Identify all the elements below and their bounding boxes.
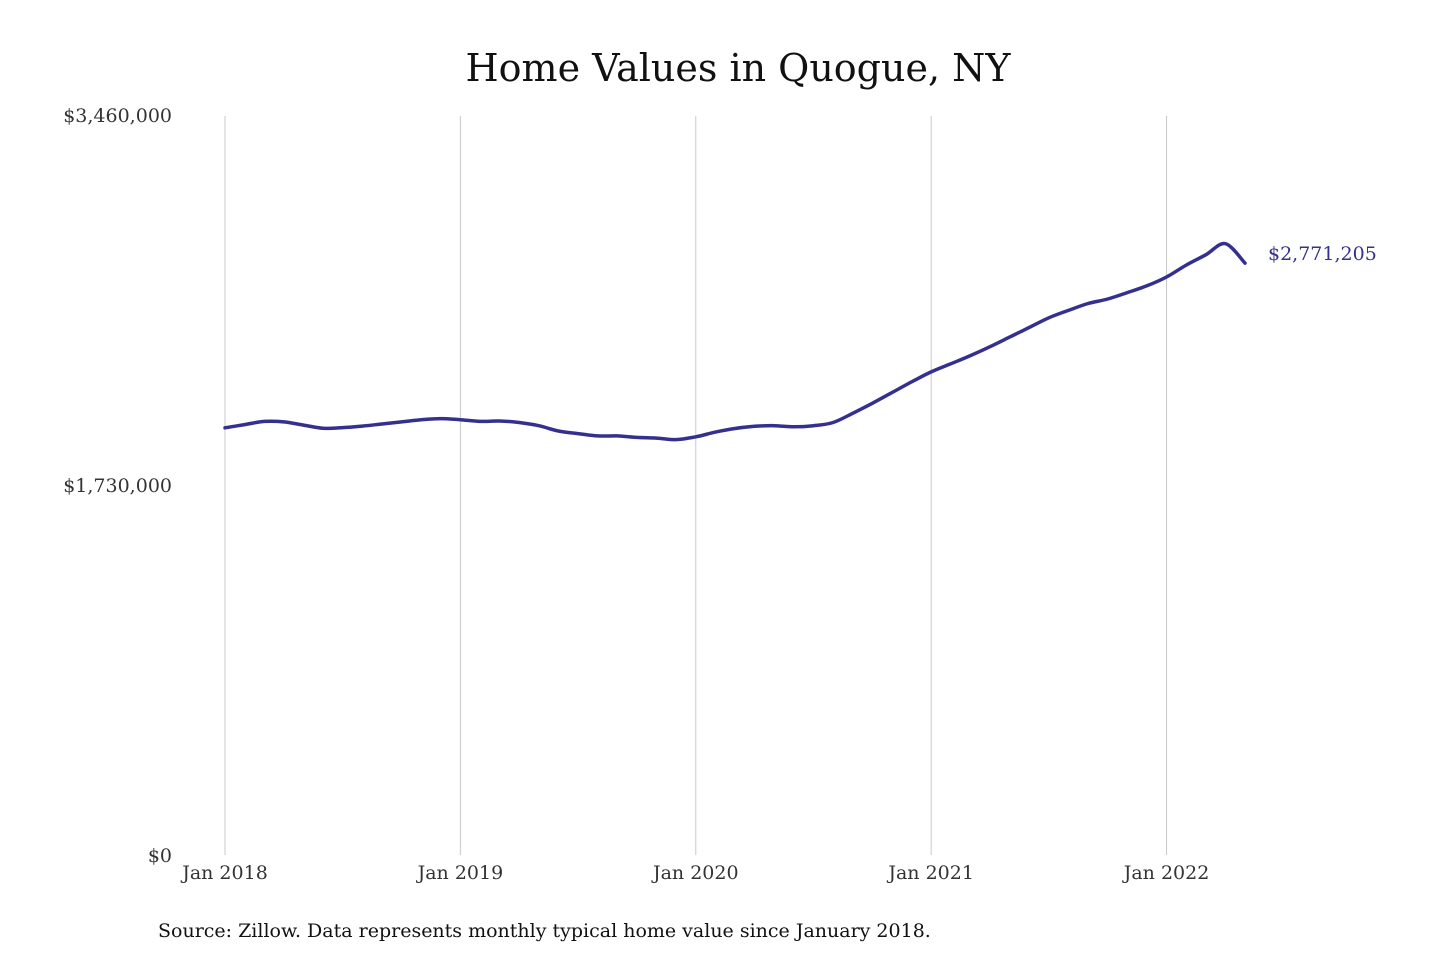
- x-tick-label-2021: Jan 2021: [886, 862, 974, 884]
- vertical-gridlines: [224, 116, 1168, 855]
- x-tick-label-2022: Jan 2022: [1122, 862, 1210, 884]
- y-tick-label-zero: $0: [148, 845, 172, 867]
- y-tick-label-mid: $1,730,000: [63, 475, 172, 497]
- y-axis: $3,460,000 $1,730,000 $0: [63, 105, 172, 867]
- source-note: Source: Zillow. Data represents monthly …: [158, 920, 931, 942]
- y-tick-label-max: $3,460,000: [63, 105, 172, 127]
- latest-value-label: $2,771,205: [1268, 243, 1377, 265]
- x-axis: Jan 2018 Jan 2019 Jan 2020 Jan 2021 Jan 2022: [180, 862, 1209, 884]
- x-tick-label-2020: Jan 2020: [651, 862, 739, 884]
- chart-title: Home Values in Quogue, NY: [466, 46, 1012, 90]
- home-value-line: [223, 241, 1247, 442]
- x-tick-label-2019: Jan 2019: [416, 862, 504, 884]
- x-tick-label-2018: Jan 2018: [180, 862, 268, 884]
